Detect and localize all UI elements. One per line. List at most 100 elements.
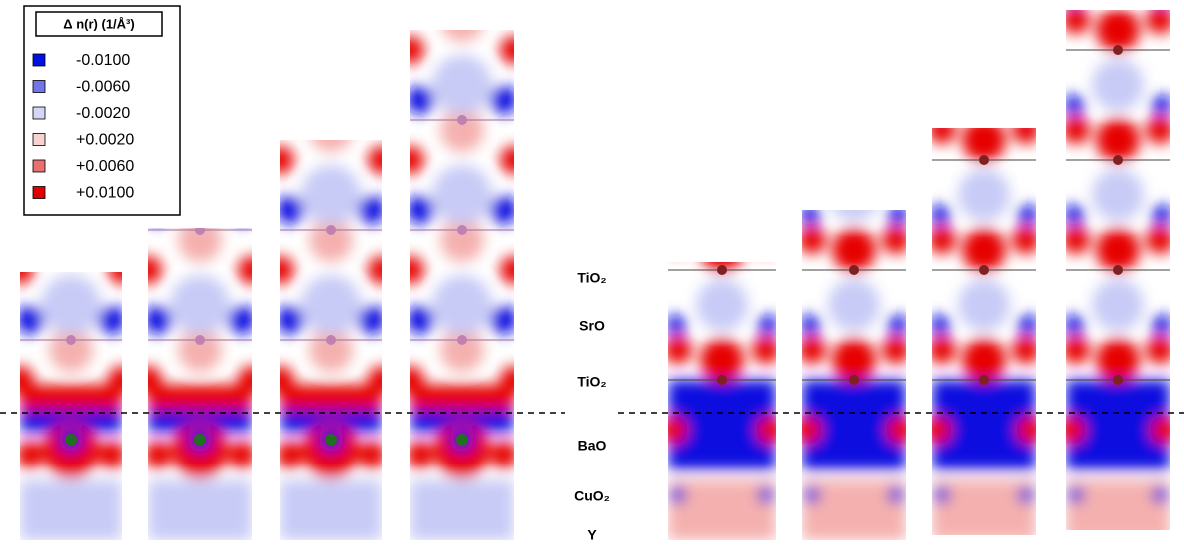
blob bbox=[500, 146, 528, 174]
blob bbox=[1012, 116, 1040, 144]
blob bbox=[1012, 336, 1040, 364]
blob bbox=[49, 218, 93, 262]
atom bbox=[66, 335, 76, 345]
blob bbox=[696, 279, 748, 331]
blob bbox=[882, 226, 910, 254]
blob bbox=[828, 279, 880, 331]
blob bbox=[490, 86, 518, 114]
blob bbox=[832, 118, 876, 162]
blob bbox=[1018, 205, 1038, 225]
blob bbox=[1152, 205, 1172, 225]
blob bbox=[358, 196, 386, 224]
layer-label: BaO bbox=[578, 438, 607, 454]
blob bbox=[928, 336, 956, 364]
blob bbox=[406, 86, 434, 114]
blob bbox=[16, 441, 44, 469]
layer-label: CuO₂ bbox=[574, 488, 610, 504]
atom bbox=[457, 115, 467, 125]
blob bbox=[1016, 416, 1044, 444]
legend-swatch bbox=[33, 160, 45, 172]
blob bbox=[666, 315, 686, 335]
blob bbox=[1064, 205, 1084, 225]
blob bbox=[238, 256, 266, 284]
blob bbox=[358, 86, 386, 114]
blob bbox=[758, 315, 778, 335]
blob bbox=[1146, 116, 1174, 144]
atom bbox=[457, 335, 467, 345]
blob bbox=[500, 256, 528, 284]
blob bbox=[794, 416, 822, 444]
legend-swatch bbox=[33, 187, 45, 199]
blob bbox=[1092, 169, 1144, 221]
legend-label: -0.0060 bbox=[76, 79, 130, 96]
blob bbox=[144, 441, 172, 469]
blob bbox=[798, 226, 826, 254]
blob bbox=[882, 116, 910, 144]
blob bbox=[432, 165, 492, 225]
blob bbox=[98, 306, 126, 334]
blob bbox=[432, 55, 492, 115]
blob bbox=[798, 116, 826, 144]
blob bbox=[888, 95, 908, 115]
band bbox=[1066, 480, 1170, 540]
atom bbox=[457, 225, 467, 235]
band bbox=[20, 480, 122, 540]
blob bbox=[432, 0, 492, 5]
blob bbox=[882, 336, 910, 364]
blob bbox=[406, 0, 434, 4]
atom bbox=[1113, 155, 1123, 165]
blob bbox=[406, 306, 434, 334]
blob bbox=[758, 487, 774, 503]
layer-label: TiO₂ bbox=[577, 374, 606, 390]
blob bbox=[228, 306, 256, 334]
band bbox=[410, 480, 514, 540]
blob bbox=[930, 95, 950, 115]
density-map bbox=[266, 55, 396, 540]
blob bbox=[660, 416, 688, 444]
blob bbox=[1018, 95, 1038, 115]
blob bbox=[934, 487, 950, 503]
blob bbox=[1146, 336, 1174, 364]
band bbox=[148, 385, 252, 410]
blob bbox=[368, 146, 396, 174]
blob bbox=[432, 275, 492, 335]
atom bbox=[1113, 45, 1123, 55]
blob bbox=[301, 275, 361, 335]
density-map bbox=[134, 165, 266, 540]
blob bbox=[752, 226, 780, 254]
band bbox=[148, 480, 252, 540]
blob bbox=[1062, 6, 1090, 34]
blob bbox=[358, 441, 386, 469]
density-map bbox=[1058, 0, 1178, 540]
blob bbox=[396, 146, 424, 174]
band bbox=[20, 385, 122, 410]
blob bbox=[1146, 226, 1174, 254]
blob bbox=[886, 416, 914, 444]
atom bbox=[849, 265, 859, 275]
blob bbox=[696, 169, 748, 221]
blob bbox=[16, 306, 44, 334]
blob bbox=[1062, 336, 1090, 364]
atom bbox=[65, 434, 77, 446]
blob bbox=[1064, 315, 1084, 335]
blob bbox=[924, 416, 952, 444]
figure: TiO₂ SrO TiO₂ BaO CuO₂ Y Δ n(r) (1/Å³) -… bbox=[0, 0, 1184, 552]
blob bbox=[228, 196, 256, 224]
band bbox=[668, 480, 776, 540]
blob bbox=[1064, 95, 1084, 115]
blob bbox=[752, 336, 780, 364]
band bbox=[410, 385, 514, 410]
blob bbox=[276, 441, 304, 469]
blob bbox=[1092, 0, 1144, 1]
blob bbox=[490, 0, 518, 4]
blob bbox=[756, 416, 784, 444]
blob bbox=[1062, 226, 1090, 254]
legend-swatch bbox=[33, 81, 45, 93]
blob bbox=[930, 315, 950, 335]
blob bbox=[406, 441, 434, 469]
blob bbox=[1018, 315, 1038, 335]
blob bbox=[490, 441, 518, 469]
density-map bbox=[660, 169, 784, 540]
legend-swatch bbox=[33, 54, 45, 66]
blob bbox=[1152, 95, 1172, 115]
